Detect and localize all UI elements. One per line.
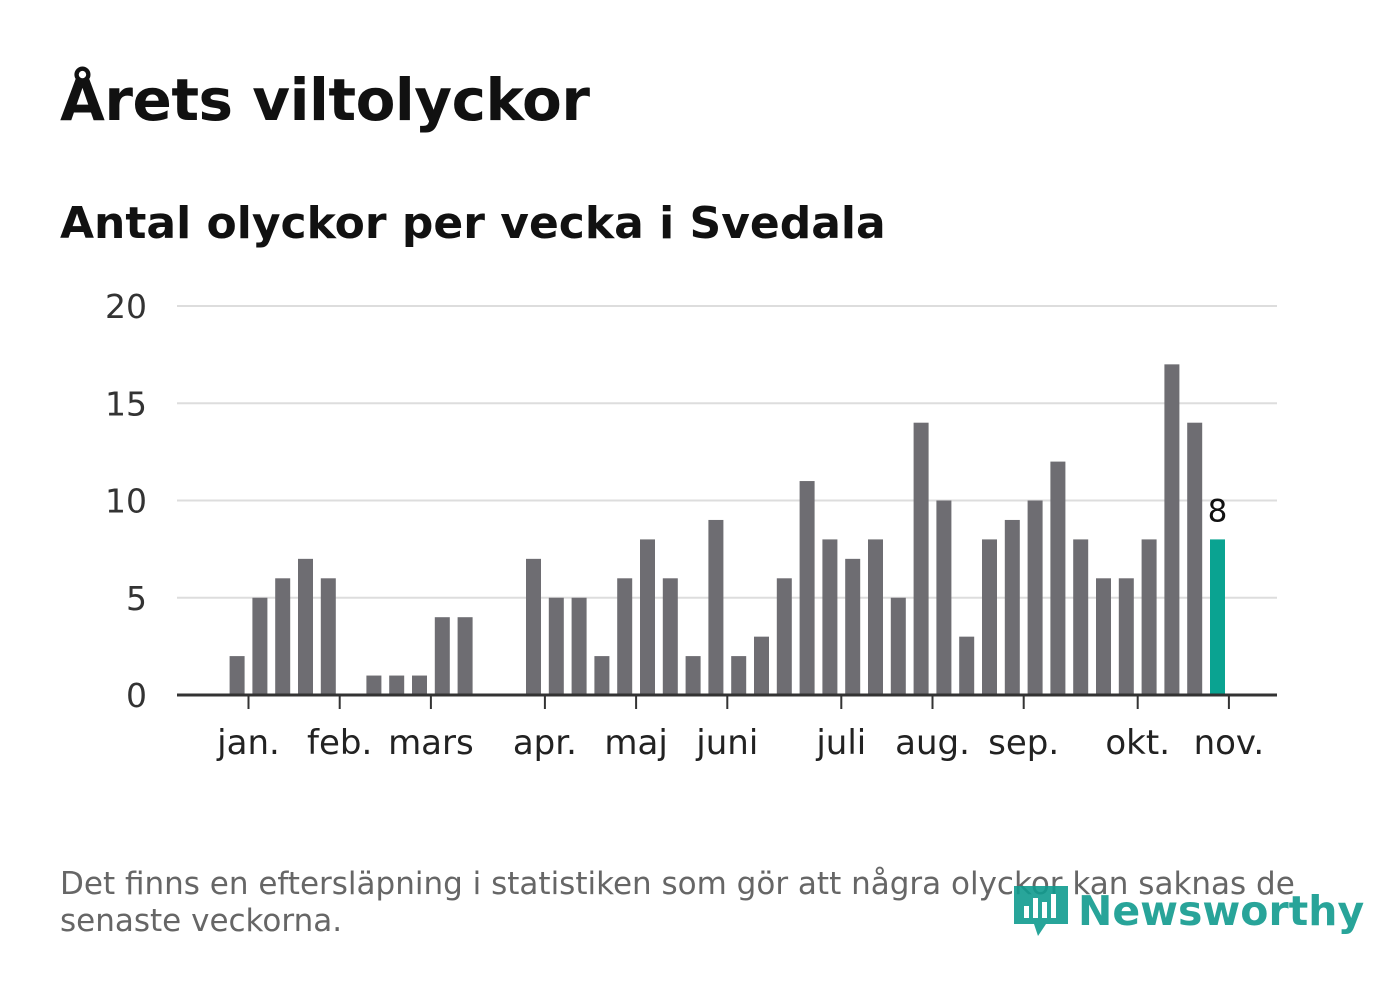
bar — [640, 539, 655, 695]
bar — [1027, 500, 1043, 695]
bar — [1004, 519, 1020, 695]
bar — [412, 675, 427, 695]
bar — [959, 636, 975, 695]
y-tick-label: 10 — [105, 482, 147, 521]
bar — [936, 500, 952, 695]
chart-subtitle: Antal olyckor per vecka i Svedala — [60, 198, 886, 249]
chart-title: Årets viltolyckor — [60, 66, 590, 134]
bar — [982, 539, 997, 695]
newsworthy-logo-text: Newsworthy — [1078, 887, 1365, 935]
bar — [526, 558, 541, 695]
x-tick-label: feb. — [307, 723, 372, 763]
x-tick-label: okt. — [1105, 723, 1170, 763]
bar — [548, 597, 564, 695]
bar — [845, 558, 861, 695]
x-tick-label: sep. — [988, 723, 1059, 763]
y-axis-ticks: 0 5 10 15 20 — [105, 287, 147, 715]
bar — [1050, 461, 1066, 695]
bar — [1096, 578, 1111, 695]
bar — [320, 578, 336, 695]
data-labels: 8 — [1208, 493, 1228, 529]
bar — [890, 597, 906, 695]
newsworthy-logo: Newsworthy — [1010, 880, 1364, 942]
x-tick-label: jan. — [216, 723, 280, 763]
bar — [1164, 364, 1180, 695]
newsworthy-logo-icon — [1014, 886, 1068, 936]
bar — [868, 539, 883, 695]
bar — [708, 519, 724, 695]
bar — [252, 597, 268, 695]
bar — [913, 422, 929, 695]
bar — [776, 578, 792, 695]
x-tick-label: mars — [388, 723, 474, 763]
bar — [434, 617, 450, 695]
bar — [1118, 578, 1134, 695]
x-tick-label: apr. — [513, 723, 577, 763]
bar — [731, 656, 747, 695]
bar — [389, 675, 405, 695]
bar — [1187, 422, 1203, 695]
bar — [617, 578, 633, 695]
bar — [571, 597, 587, 695]
bar — [662, 578, 678, 695]
x-tick-label: maj — [604, 723, 667, 763]
x-tick-label: juli — [815, 723, 866, 763]
bar — [799, 481, 815, 695]
bars — [229, 364, 1225, 695]
y-tick-label: 15 — [105, 384, 147, 423]
bar — [366, 675, 382, 695]
x-tick-label: nov. — [1194, 723, 1265, 763]
bar-highlight — [1210, 539, 1225, 695]
gridlines — [177, 305, 1277, 599]
data-label: 8 — [1208, 493, 1228, 529]
bar — [457, 617, 473, 695]
y-tick-label: 0 — [126, 676, 147, 715]
bar — [298, 558, 313, 695]
y-tick-label: 20 — [105, 287, 147, 326]
x-tick-label: juni — [695, 723, 758, 763]
bar — [594, 656, 610, 695]
bar — [1073, 539, 1089, 695]
y-tick-label: 5 — [126, 579, 147, 618]
bar — [685, 656, 701, 695]
bar — [754, 636, 769, 695]
footnote: Det finns en eftersläpning i statistiken… — [60, 866, 1295, 939]
x-tick-label: aug. — [895, 723, 970, 763]
bar — [275, 578, 291, 695]
bar — [229, 656, 245, 695]
bar — [822, 539, 838, 695]
bar — [1141, 539, 1157, 695]
x-axis: jan. feb. mars apr. maj juni juli aug. sep. okt. n… — [177, 693, 1277, 763]
